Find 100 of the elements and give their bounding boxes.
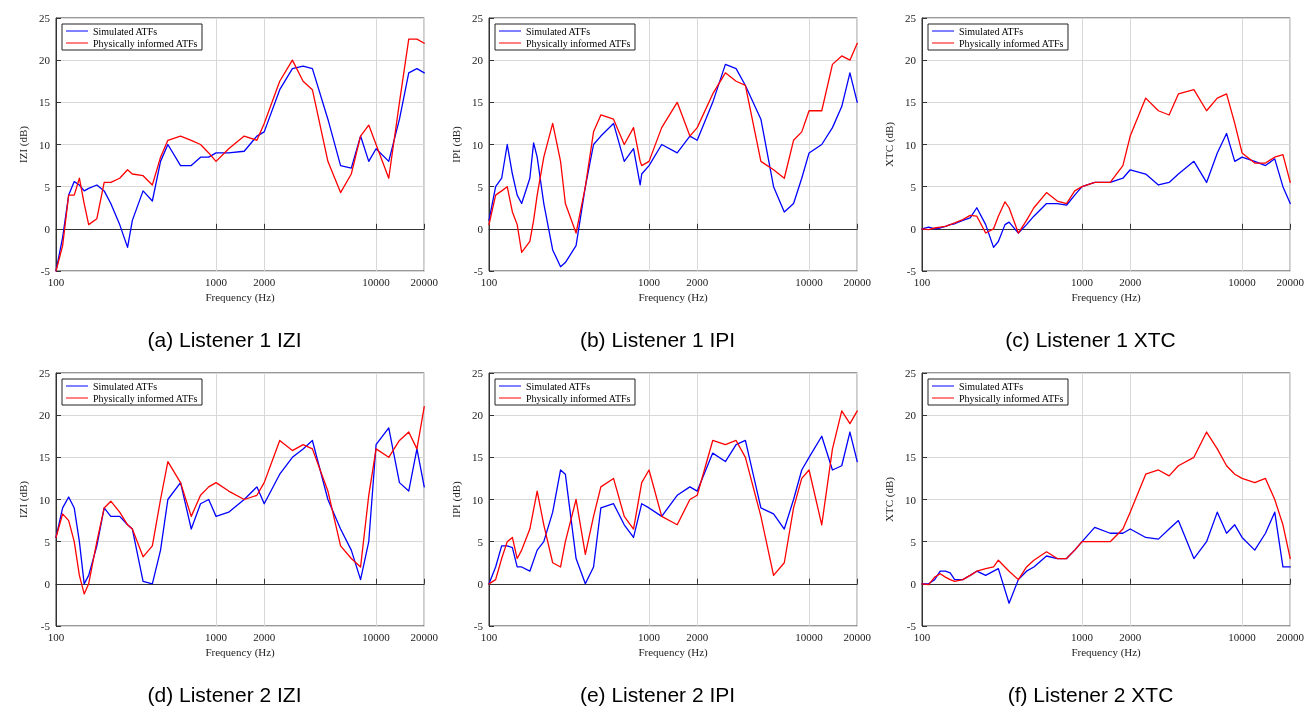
x-tick-label: 10000 (1228, 630, 1257, 643)
y-tick-label: 0 (44, 577, 51, 590)
x-axis-title: Frequency (Hz) (638, 646, 709, 660)
y-tick-label: 20 (39, 54, 51, 67)
y-tick-label: 10 (905, 138, 917, 151)
x-tick-label: 100 (913, 275, 931, 288)
legend-label: Simulated ATFs (93, 25, 158, 37)
x-tick-label: 20000 (843, 275, 872, 288)
x-tick-label: 2000 (1119, 630, 1142, 643)
x-tick-label: 20000 (410, 630, 439, 643)
y-axis-title: XTC (dB) (882, 121, 896, 167)
y-tick-label: 10 (472, 493, 484, 506)
legend-label: Simulated ATFs (959, 380, 1024, 392)
x-tick-label: 20000 (1276, 630, 1305, 643)
text: (a) Listener 1 IZI (147, 328, 302, 351)
x-tick-label: 100 (47, 630, 65, 643)
x-tick-label: 100 (480, 275, 498, 288)
legend-label: Simulated ATFs (959, 25, 1024, 37)
y-tick-label: 15 (472, 96, 484, 109)
x-tick-label: 1000 (638, 630, 661, 643)
x-tick-label: 100 (47, 275, 65, 288)
y-tick-label: 25 (472, 12, 484, 24)
x-tick-label: 10000 (362, 630, 391, 643)
legend-label: Physically informed ATFs (93, 392, 198, 404)
y-axis-title: IPI (dB) (449, 480, 463, 518)
x-tick-label: 20000 (843, 630, 872, 643)
y-tick-label: -5 (906, 265, 917, 277)
x-axis-title: Frequency (Hz) (1071, 291, 1142, 305)
y-tick-label: 10 (39, 138, 51, 151)
x-tick-label: 20000 (410, 275, 439, 288)
y-tick-label: 0 (910, 577, 917, 590)
y-tick-label: 5 (44, 535, 51, 548)
y-tick-label: -5 (906, 620, 917, 632)
legend-label: Physically informed ATFs (959, 37, 1064, 49)
x-tick-label: 1000 (1071, 275, 1094, 288)
y-tick-label: -5 (473, 265, 484, 277)
x-axis-title: Frequency (Hz) (638, 291, 709, 305)
x-tick-label: 10000 (795, 275, 824, 288)
legend-label: Simulated ATFs (93, 380, 158, 392)
y-tick-label: 20 (472, 409, 484, 422)
y-tick-label: 20 (905, 54, 917, 67)
x-tick-label: 2000 (686, 275, 709, 288)
y-tick-label: -5 (473, 620, 484, 632)
y-axis-title: IZI (dB) (16, 125, 30, 163)
x-tick-label: 10000 (1228, 275, 1257, 288)
y-tick-label: 0 (44, 222, 51, 235)
y-axis-title: IPI (dB) (449, 125, 463, 163)
legend-label: Physically informed ATFs (526, 392, 631, 404)
y-tick-label: 20 (472, 54, 484, 67)
x-tick-label: 1000 (1071, 630, 1094, 643)
y-tick-label: 10 (905, 493, 917, 506)
y-tick-label: 25 (472, 367, 484, 379)
y-tick-label: 15 (39, 451, 51, 464)
y-tick-label: 20 (905, 409, 917, 422)
x-tick-label: 2000 (1119, 275, 1142, 288)
y-tick-label: -5 (40, 620, 51, 632)
legend-label: Physically informed ATFs (959, 392, 1064, 404)
x-tick-label: 1000 (638, 275, 661, 288)
y-tick-label: 10 (39, 493, 51, 506)
legend-label: Physically informed ATFs (93, 37, 198, 49)
y-axis-title: XTC (dB) (882, 476, 896, 522)
y-tick-label: 5 (477, 535, 484, 548)
y-tick-label: 15 (39, 96, 51, 109)
x-tick-label: 100 (913, 630, 931, 643)
x-tick-label: 1000 (205, 630, 228, 643)
x-axis-title: Frequency (Hz) (205, 646, 276, 660)
y-tick-label: 0 (477, 577, 484, 590)
x-tick-label: 2000 (253, 275, 276, 288)
x-tick-label: 100 (480, 630, 498, 643)
y-tick-label: 5 (44, 180, 51, 193)
text: (e) Listener 2 IPI (579, 683, 736, 706)
y-tick-label: 15 (905, 96, 917, 109)
y-tick-label: 15 (472, 451, 484, 464)
y-tick-label: 15 (905, 451, 917, 464)
legend-label: Physically informed ATFs (526, 37, 631, 49)
y-tick-label: 25 (39, 367, 51, 379)
y-axis-title: IZI (dB) (16, 480, 30, 518)
y-tick-label: -5 (40, 265, 51, 277)
text: (c) Listener 1 XTC (1005, 328, 1176, 351)
x-tick-label: 10000 (362, 275, 391, 288)
y-tick-label: 25 (905, 12, 917, 24)
text: (d) Listener 2 IZI (147, 683, 302, 706)
y-tick-label: 5 (477, 180, 484, 193)
y-tick-label: 10 (472, 138, 484, 151)
y-tick-label: 5 (910, 180, 917, 193)
x-tick-label: 10000 (795, 630, 824, 643)
y-tick-label: 0 (910, 222, 917, 235)
y-tick-label: 0 (477, 222, 484, 235)
y-tick-label: 20 (39, 409, 51, 422)
x-tick-label: 20000 (1276, 275, 1305, 288)
x-axis-title: Frequency (Hz) (1071, 646, 1142, 660)
text: (b) Listener 1 IPI (579, 328, 736, 351)
legend-label: Simulated ATFs (526, 380, 591, 392)
x-tick-label: 1000 (205, 275, 228, 288)
x-tick-label: 2000 (686, 630, 709, 643)
x-tick-label: 2000 (253, 630, 276, 643)
y-tick-label: 25 (905, 367, 917, 379)
legend-label: Simulated ATFs (526, 25, 591, 37)
y-tick-label: 5 (910, 535, 917, 548)
y-tick-label: 25 (39, 12, 51, 24)
